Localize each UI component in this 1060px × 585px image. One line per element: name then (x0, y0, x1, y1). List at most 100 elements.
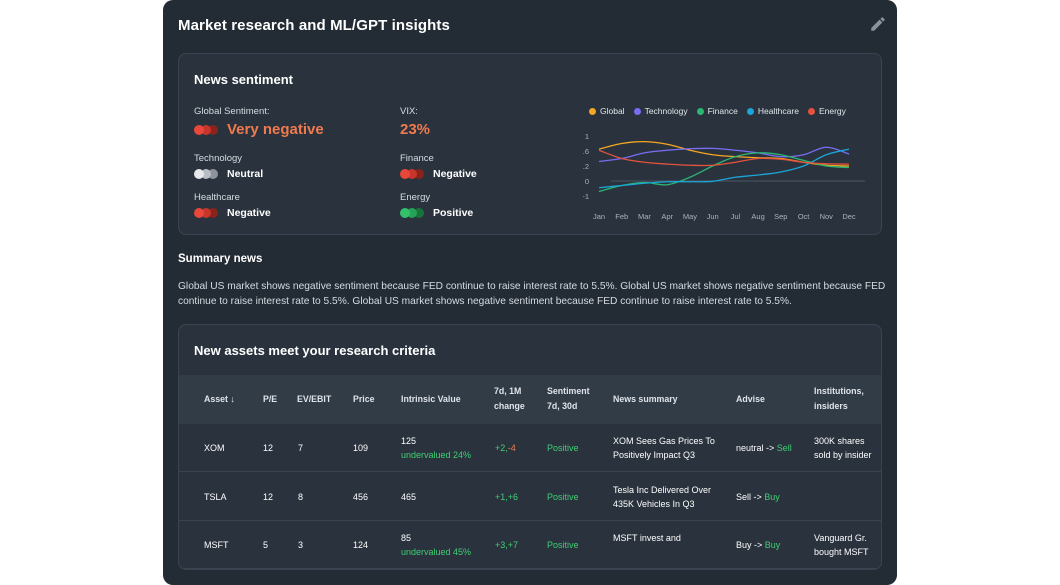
technology-sentiment: Technology Neutral (194, 153, 263, 180)
global-sentiment-value: Very negative (227, 121, 324, 138)
x-tick-label: Feb (615, 212, 628, 221)
news-summary[interactable]: Tesla Inc Delivered Over 435K Vehicles I… (613, 484, 712, 509)
x-tick-label: Oct (798, 212, 811, 221)
advise-value: Buy -> Buy (736, 538, 780, 552)
y-tick-label: 0 (585, 177, 589, 186)
legend-label: Healthcare (757, 106, 799, 116)
table-row[interactable]: XOM 12 7 109 125 undervalued 24% +2,-4 Positive… (179, 424, 881, 472)
series-line-technology (598, 146, 850, 163)
x-tick-label: Aug (751, 212, 764, 221)
insights-panel: Market research and ML/GPT insights News… (163, 0, 897, 585)
change-7d: +2 (495, 443, 506, 453)
x-tick-label: Dec (842, 212, 856, 221)
advise-from: Buy (736, 540, 752, 550)
news-sentiment-card: News sentiment Global Sentiment: Very ne… (178, 53, 882, 235)
legend-item: Finance (696, 106, 738, 116)
news-summary[interactable]: MSFT invest and (613, 533, 681, 543)
advise-from: Sell (736, 491, 752, 502)
x-tick-label: Sep (774, 212, 787, 221)
series-line-energy (598, 149, 850, 167)
healthcare-value: Negative (227, 207, 271, 219)
advise-arrow: -> (763, 443, 777, 453)
pencil-icon[interactable] (869, 15, 887, 33)
y-tick-label: 0.2 (583, 162, 589, 171)
sentiment-value: Positive (547, 491, 579, 502)
advise-from: neutral (736, 443, 764, 453)
sentiment-value: Positive (547, 443, 579, 453)
intrinsic-value-note: undervalued 24% (401, 450, 472, 460)
advise-to: Buy (764, 491, 780, 502)
intrinsic-value-number: 85 (401, 533, 412, 543)
table-row[interactable]: MSFT 5 3 124 85 undervalued 45% +3,+7 Positive M… (179, 521, 881, 569)
series-line-healthcare (598, 148, 850, 189)
intrinsic-value-number: 125 (401, 436, 417, 446)
legend-item: Global (589, 106, 625, 116)
x-tick-label: Jan (593, 212, 605, 221)
column-intrinsic-value: Intrinsic Value (401, 394, 461, 404)
news-summary[interactable]: XOM Sees Gas Prices To Positively Impact… (613, 436, 715, 460)
pe-value: 12 (263, 491, 274, 502)
assets-card: New assets meet your research criteria A… (178, 324, 882, 570)
x-tick-label: Jul (731, 212, 741, 221)
intrinsic-value: 465 (401, 490, 416, 504)
global-sentiment-label: Global Sentiment: (194, 106, 270, 117)
x-tick-label: Mar (638, 212, 651, 221)
legend-label: Finance (707, 106, 738, 116)
legend-dot-icon (589, 107, 596, 115)
change-1m: +6 (507, 491, 519, 502)
advise-arrow: -> (751, 491, 765, 502)
institutions-value: Vanguard Gr. bought MSFT (814, 533, 869, 557)
legend-label: Energy (818, 106, 846, 116)
column-price: Price (353, 394, 375, 404)
change-separator: , (505, 540, 508, 550)
technology-label: Technology (194, 153, 243, 164)
healthcare-label: Healthcare (194, 192, 240, 203)
x-tick-label: Jun (707, 212, 719, 221)
change-value: +3,+7 (495, 538, 518, 552)
news-sentiment-title: News sentiment (194, 72, 293, 87)
legend-label: Technology (644, 106, 688, 116)
sentiment-dots-icon (194, 124, 220, 135)
advise-arrow: -> (751, 540, 765, 550)
global-sentiment: Global Sentiment: Very negative (194, 106, 324, 138)
x-tick-label: Apr (661, 212, 673, 221)
change-7d: +1 (495, 491, 506, 502)
y-tick-label: 0.6 (583, 147, 589, 156)
sentiment-dots-icon (194, 169, 220, 179)
technology-value: Neutral (227, 168, 264, 180)
x-tick-label: Nov (820, 212, 834, 221)
price-value: 456 (353, 491, 369, 502)
energy-label: Energy (400, 192, 431, 203)
asset-ticker[interactable]: XOM (204, 443, 225, 453)
price-value: 109 (353, 443, 369, 453)
column-ev-ebit: EV/EBIT (297, 394, 332, 404)
asset-ticker[interactable]: MSFT (204, 540, 229, 550)
change-1m: +7 (507, 540, 519, 550)
price-value: 124 (353, 540, 369, 550)
summary-news-title: Summary news (178, 253, 263, 265)
intrinsic-value: 85 undervalued 45% (401, 531, 471, 559)
change-value: +1,+6 (495, 490, 518, 504)
intrinsic-value-note: undervalued 45% (401, 547, 472, 557)
chart-legend: Global Technology Finance Healthcare Energy (589, 106, 855, 116)
institutions-value: 300K shares sold by insider (814, 436, 872, 460)
summary-news-text: Global US market shows negative sentimen… (178, 281, 886, 307)
legend-dot-icon (696, 107, 704, 115)
change-value: +2,-4 (495, 441, 516, 455)
y-tick-label: -1 (583, 192, 589, 201)
legend-dot-icon (807, 107, 815, 115)
finance-value: Negative (433, 168, 477, 180)
legend-label: Global (600, 106, 625, 116)
column-pe: P/E (263, 394, 278, 404)
legend-dot-icon (746, 107, 754, 115)
pe-value: 12 (263, 443, 274, 453)
change-separator: , (505, 491, 508, 502)
change-1m: -4 (507, 443, 516, 453)
asset-ticker[interactable]: TSLA (204, 491, 227, 502)
column-asset-sort[interactable]: Asset ↓ (204, 394, 235, 404)
energy-value: Positive (433, 207, 474, 219)
column-news-summary: News summary (613, 394, 678, 404)
table-row[interactable]: TSLA 12 8 456 465 +1,+6 Positive Tesla Inc Deli… (179, 473, 881, 521)
intrinsic-value-number: 465 (401, 491, 417, 502)
vix: VIX: 23% (400, 106, 430, 138)
